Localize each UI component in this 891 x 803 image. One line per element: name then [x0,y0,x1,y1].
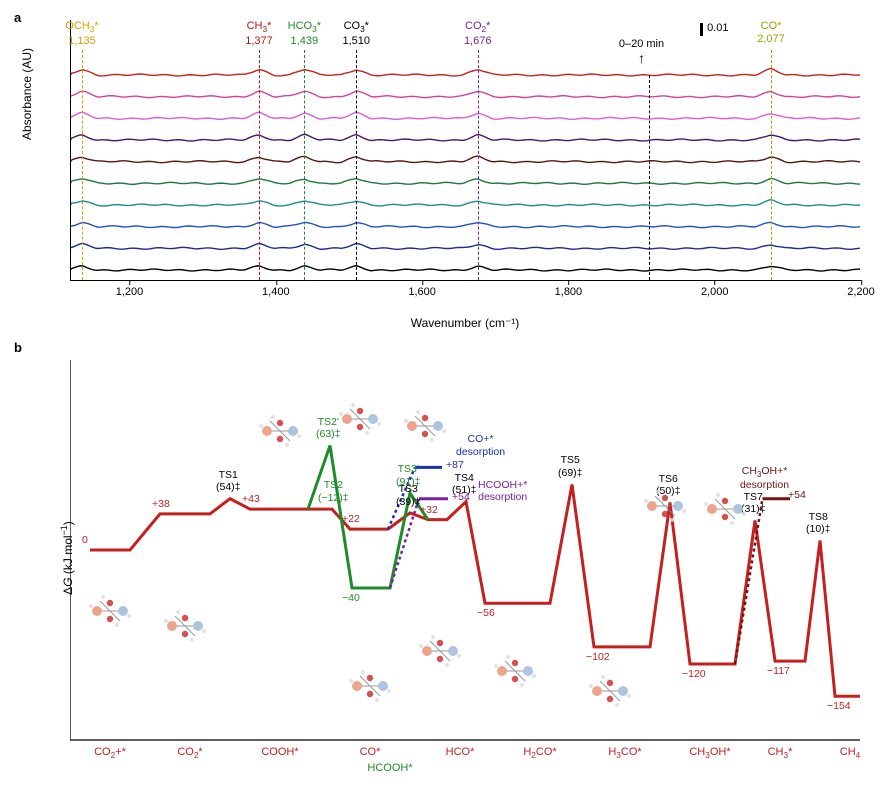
x-tick: 1,200 [116,286,144,298]
peak-label: CO*2,077 [757,20,785,45]
peak-label: CH3*1,377 [245,20,273,47]
energy-annotation: CH3OH+*desorption [740,465,789,492]
energy-diagram-svg: -200-1000100200 [70,350,860,750]
species-label: CH4 [840,746,860,760]
energy-annotation: +54 [788,489,806,502]
time-arrow-label: 0–20 min [619,38,664,50]
energy-annotation: TS1(54)‡ [216,469,241,494]
peak-label: HCO3*1,439 [288,20,321,47]
energy-annotation: −102 [586,651,610,664]
spectrum-line [71,112,860,119]
energy-annotation: TS8(10)‡ [806,511,831,536]
spectrum-line [71,200,860,206]
energy-annotation: −56 [477,607,495,620]
peak-line [356,50,357,280]
species-label: HCO* [446,746,475,758]
energy-annotation: 0 [82,534,88,547]
species-label: COOH* [261,746,298,758]
peak-label: CO3*1,510 [343,20,371,47]
peak-line [771,50,772,280]
energy-annotation: +54 [452,491,470,504]
species-label: HCOOH* [367,762,412,774]
spectrum-line [71,179,860,185]
molecule-icon [400,406,450,444]
species-label: CH3OH* [689,746,730,760]
peak-line [259,50,260,280]
species-label: CO* [360,746,381,758]
energy-annotation: TS3'(91)‡ [396,463,421,488]
peak-label: OCH3*1,135 [65,20,98,47]
energy-annotation: −154 [827,700,851,713]
energy-annotation: TS2(−12)‡ [318,479,349,504]
time-arrow: 0–20 min ↑ [619,38,664,66]
panel-b-label: b [14,340,22,355]
spectrum-line [71,134,860,141]
x-tick: 1,800 [555,286,583,298]
panel-a-xlabel: Wavenumber (cm⁻¹) [70,316,860,330]
spectrum-line [71,243,860,249]
x-tick: 2,200 [847,286,875,298]
species-label: CH3* [768,746,793,760]
molecule-icon [700,489,750,527]
x-tick: 1,600 [408,286,436,298]
panel-b: b ΔG (kJ mol−1) -200-1000100200 0+38TS1(… [10,340,870,785]
energy-annotation: +87 [446,459,464,472]
molecule-icon [415,631,465,669]
peak-line [478,50,479,280]
energy-annotation: +43 [242,493,260,506]
energy-annotation: CO+*desorption [456,433,505,458]
x-tick: 1,400 [262,286,290,298]
species-label: CO2+* [94,746,126,760]
spectra-svg [71,20,861,280]
molecule-icon [335,399,385,437]
spectrum-line [71,222,860,227]
molecule-icon [255,411,305,449]
species-label: H2CO* [523,746,556,760]
species-label: CO2* [177,746,202,760]
molecule-icon [85,591,135,629]
molecule-icon [345,666,395,704]
energy-annotation: −117 [767,665,790,678]
peak-label: CO2*1,676 [464,20,492,47]
energy-annotation: HCOOH+*desorption [478,479,527,504]
panel-a-plot: OCH3*1,135CH3*1,377HCO3*1,439CO3*1,510CO… [70,20,861,281]
peak-line [304,50,305,280]
arrow-up-icon: ↑ [619,50,664,66]
energy-annotation: −120 [682,668,706,681]
energy-annotation: +32 [420,504,438,517]
spectrum-line [71,91,860,98]
x-tick: 2,000 [701,286,729,298]
molecule-icon [640,486,690,524]
energy-annotation: +38 [152,498,170,511]
peak-line [82,50,83,280]
molecule-icon [490,651,540,689]
scale-bar [700,23,703,36]
spectrum-line [71,266,860,271]
energy-annotation: +22 [342,513,360,526]
panel-a: a Absorbance (AU) OCH3*1,135 CH3*1,377 HCO… [10,10,870,330]
panel-a-ylabel: Absorbance (AU) [20,48,34,140]
molecule-icon [585,671,635,709]
panel-b-plot: ΔG (kJ mol−1) -200-1000100200 0+38TS1(54… [70,350,860,750]
time-arrow-line [649,75,650,280]
energy-annotation: TS5(69)‡ [558,454,583,479]
panel-a-label: a [14,10,21,25]
species-label: H3CO* [608,746,641,760]
spectrum-line [71,156,860,163]
energy-annotation: −40 [342,592,360,605]
scale-bar-label: 0.01 [707,22,728,34]
molecule-icon [160,606,210,644]
spectrum-line [71,68,860,76]
